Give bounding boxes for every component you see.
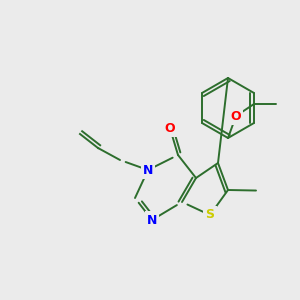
Text: N: N [143,164,153,176]
Text: O: O [165,122,175,135]
Text: S: S [206,208,214,221]
Text: N: N [147,214,157,226]
Text: O: O [231,110,241,122]
